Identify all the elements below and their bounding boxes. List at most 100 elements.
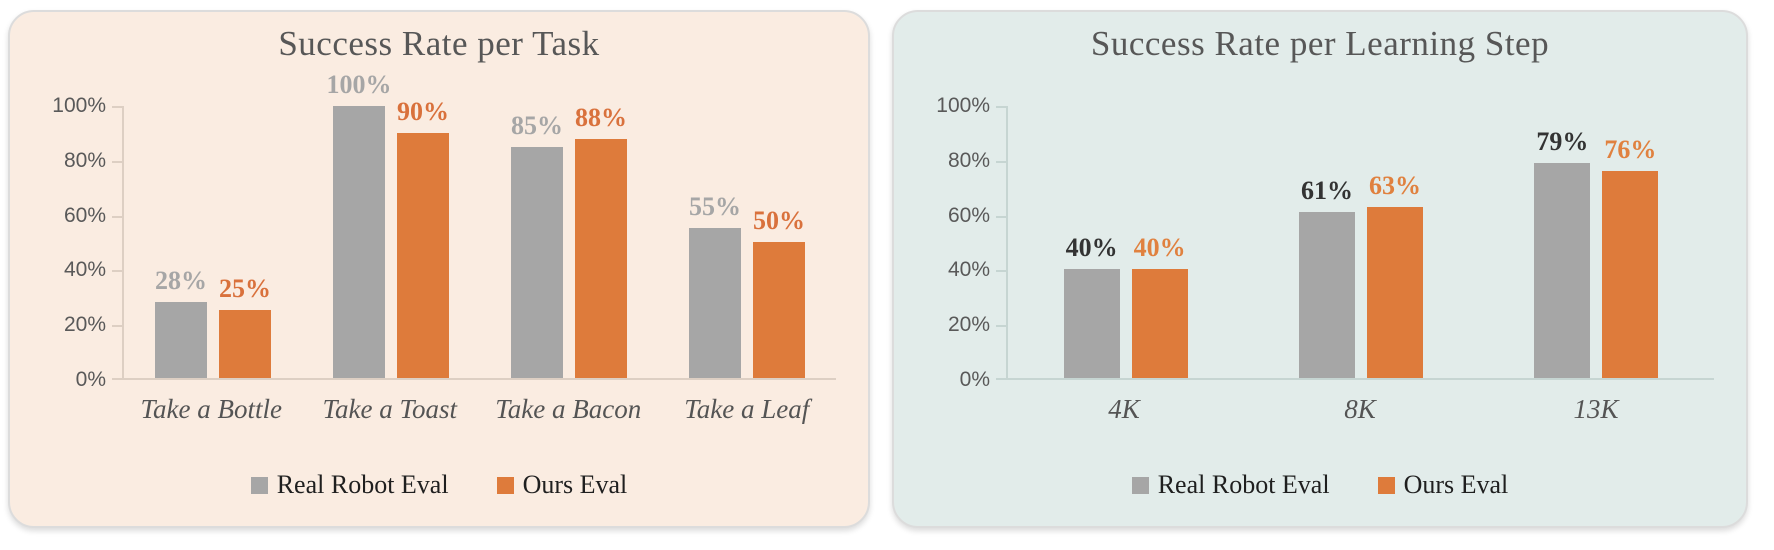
bar-group: 40% 40% [1008, 106, 1243, 378]
data-label: 40% [1133, 233, 1186, 263]
y-axis: 100% 80% 60% 40% 20% 0% [928, 94, 1006, 391]
x-category-label: Take a Toast [322, 394, 458, 424]
data-label: 90% [397, 97, 449, 127]
legend-swatch [1377, 476, 1395, 494]
x-category-label: 4K [1108, 394, 1140, 424]
y-tick-mark [112, 215, 122, 218]
legend-swatch [1131, 476, 1149, 494]
y-tick-label: 100% [936, 94, 990, 117]
x-category-label: 8K [1344, 394, 1376, 424]
bar-group: 85% 88% [480, 103, 658, 378]
chart-title: Success Rate per Learning Step [1090, 24, 1550, 63]
y-tick-label: 100% [52, 94, 106, 117]
chart-body: 100% 80% 60% 40% 20% 0% 40% 40% 61% 63% 79% 76% [928, 94, 1714, 391]
bar-groups: 28% 25% 100% 90% 85% 88% 55% 50% [124, 70, 836, 378]
legend-item: Ours Eval [1377, 470, 1509, 500]
bar-pair: 100% 90% [327, 70, 449, 378]
y-tick-mark [996, 160, 1006, 163]
y-tick-mark [112, 325, 122, 328]
y-tick-label: 80% [947, 148, 990, 172]
data-label: 55% [689, 192, 741, 222]
y-tick-label: 20% [947, 313, 990, 337]
y-tick-mark [996, 325, 1006, 328]
bar-group: 79% 76% [1479, 106, 1714, 378]
y-tick-label: 40% [947, 258, 990, 282]
bar-ours-eval: 40% [1131, 233, 1188, 378]
legend-label: Ours Eval [522, 470, 628, 499]
bar-ours-eval: 76% [1602, 135, 1659, 378]
y-tick-label: 60% [63, 203, 106, 227]
legend: Real Robot Eval Ours Eval [10, 470, 868, 500]
bar-real-robot-eval: 55% [689, 192, 741, 378]
legend: Real Robot Eval Ours Eval [894, 470, 1746, 500]
y-tick-label: 0% [75, 368, 106, 391]
y-tick-mark [112, 270, 122, 273]
x-axis: 4K 8K 13K [1006, 394, 1714, 425]
bar-ours-eval: 88% [575, 103, 627, 378]
y-tick-mark [112, 378, 122, 380]
legend-swatch [496, 476, 514, 494]
data-label: 63% [1368, 170, 1421, 200]
bar-group: 100% 90% [302, 70, 480, 378]
y-tick-label: 0% [959, 368, 990, 391]
y-tick-label: 20% [63, 313, 106, 337]
plot-area: 40% 40% 61% 63% 79% 76% [996, 106, 1714, 380]
bar-real-robot-eval: 40% [1063, 233, 1120, 378]
legend-swatch [250, 476, 268, 494]
legend-item: Ours Eval [496, 470, 628, 500]
bar-group: 61% 63% [1243, 106, 1478, 378]
bar-ours-eval: 63% [1366, 171, 1423, 378]
y-tick-label: 80% [63, 148, 106, 172]
x-category-label: Take a Leaf [684, 394, 810, 424]
bar-ours-eval: 25% [219, 274, 271, 378]
y-axis: 100% 80% 60% 40% 20% 0% [44, 94, 122, 391]
y-tick-mark [112, 160, 122, 163]
data-label: 79% [1536, 127, 1589, 157]
bar-real-robot-eval: 61% [1298, 176, 1355, 378]
bar-ours-eval: 90% [397, 97, 449, 378]
bar-pair: 61% 63% [1298, 106, 1423, 378]
x-category-label: 13K [1573, 394, 1619, 424]
legend-label: Ours Eval [1403, 470, 1509, 499]
data-label: 88% [575, 102, 627, 132]
bar-groups: 40% 40% 61% 63% 79% 76% [1008, 106, 1714, 378]
bar-group: 28% 25% [124, 106, 302, 378]
y-tick-mark [996, 378, 1006, 380]
bar-pair: 85% 88% [511, 103, 627, 378]
data-label: 100% [326, 70, 392, 99]
legend-label: Real Robot Eval [1157, 470, 1330, 499]
data-label: 40% [1065, 233, 1118, 263]
bar-real-robot-eval: 79% [1534, 127, 1591, 378]
plot-area: 28% 25% 100% 90% 85% 88% 55% 50% [112, 70, 836, 380]
y-tick-label: 40% [63, 258, 106, 282]
data-label: 61% [1300, 176, 1353, 206]
y-tick-mark [996, 270, 1006, 273]
y-tick-label: 60% [947, 203, 990, 227]
bar-group: 55% 50% [658, 106, 836, 378]
data-label: 50% [753, 206, 805, 235]
data-label: 85% [511, 110, 563, 140]
y-tick-mark [112, 106, 122, 108]
bar-pair: 55% 50% [689, 106, 805, 378]
bar-real-robot-eval: 85% [511, 111, 563, 378]
bar-ours-eval: 50% [753, 206, 805, 378]
legend-label: Real Robot Eval [276, 470, 449, 499]
bar-pair: 40% 40% [1063, 106, 1188, 378]
data-label: 28% [155, 265, 207, 295]
legend-item: Real Robot Eval [1131, 470, 1330, 500]
chart-body: 100% 80% 60% 40% 20% 0% 28% 25% 100% 90% 85% 88% 55… [44, 70, 836, 391]
bar-real-robot-eval: 28% [155, 266, 207, 378]
bar-pair: 79% 76% [1534, 106, 1659, 378]
bar-real-robot-eval: 100% [327, 70, 392, 378]
chart-panel-success-rate-per-task: Success Rate per Task 100% 80% 60% 40% 20% 0%… [8, 10, 870, 528]
y-tick-mark [996, 215, 1006, 218]
x-category-label: Take a Bottle [140, 394, 283, 424]
chart-panel-success-rate-per-learning-step: Success Rate per Learning Step 100% 80% 60… [892, 10, 1748, 528]
chart-title: Success Rate per Task [278, 24, 600, 63]
x-category-label: Take a Bacon [495, 394, 642, 424]
data-label: 76% [1604, 135, 1657, 165]
bar-pair: 28% 25% [155, 106, 271, 378]
legend-item: Real Robot Eval [250, 470, 449, 500]
x-axis: Take a Bottle Take a Toast Take a Bacon Tak… [122, 394, 836, 425]
